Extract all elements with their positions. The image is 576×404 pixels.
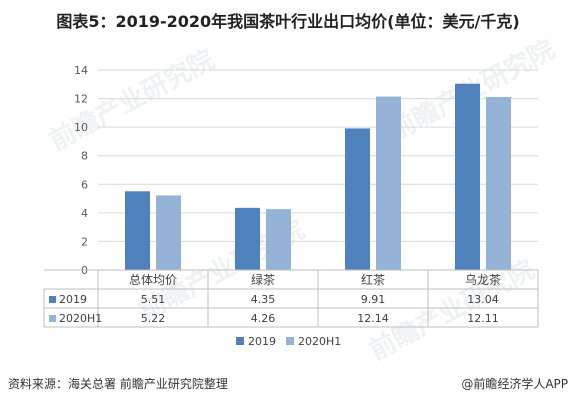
bar bbox=[125, 191, 150, 270]
footer-source: 资料来源：海关总署 前瞻产业研究院整理 bbox=[8, 377, 228, 391]
data-label: 9.91 bbox=[361, 293, 386, 306]
legend-swatch bbox=[286, 337, 294, 345]
chart-title: 图表5：2019-2020年我国茶叶行业出口均价(单位：美元/千克) bbox=[56, 12, 520, 31]
y-tick-label: 4 bbox=[81, 207, 88, 220]
y-tick-label: 14 bbox=[74, 64, 88, 77]
category-label: 绿茶 bbox=[251, 272, 275, 287]
data-label: 12.11 bbox=[467, 312, 499, 325]
bar bbox=[235, 207, 260, 270]
bar bbox=[345, 128, 370, 270]
data-label: 5.22 bbox=[141, 312, 166, 325]
data-label: 5.51 bbox=[141, 293, 166, 306]
table-legend-key bbox=[49, 296, 56, 303]
table-legend-key bbox=[49, 315, 56, 322]
y-tick-label: 6 bbox=[81, 178, 88, 191]
data-label: 4.35 bbox=[251, 293, 276, 306]
category-label: 乌龙茶 bbox=[465, 272, 501, 287]
category-label: 总体均价 bbox=[129, 273, 177, 287]
bar-chart: 02468101214总体均价绿茶红茶乌龙茶20195.514.359.9113… bbox=[43, 64, 539, 348]
y-tick-label: 8 bbox=[81, 150, 88, 163]
legend-label: 2019 bbox=[248, 335, 276, 348]
table-series-name: 2020H1 bbox=[59, 312, 102, 325]
y-tick-label: 2 bbox=[81, 235, 88, 248]
bar bbox=[486, 97, 511, 270]
category-label: 红茶 bbox=[361, 272, 385, 287]
data-label: 12.14 bbox=[357, 312, 389, 325]
y-tick-label: 12 bbox=[74, 93, 88, 106]
bar bbox=[455, 83, 480, 270]
bar bbox=[156, 195, 181, 270]
bar bbox=[266, 209, 291, 270]
data-label: 4.26 bbox=[251, 312, 276, 325]
y-tick-label: 10 bbox=[74, 121, 88, 134]
bar bbox=[376, 96, 401, 270]
data-label: 13.04 bbox=[467, 293, 499, 306]
legend-swatch bbox=[236, 337, 244, 345]
footer-brand: @前瞻经济学人APP bbox=[461, 377, 568, 391]
table-series-name: 2019 bbox=[59, 293, 87, 306]
legend-label: 2020H1 bbox=[298, 335, 341, 348]
